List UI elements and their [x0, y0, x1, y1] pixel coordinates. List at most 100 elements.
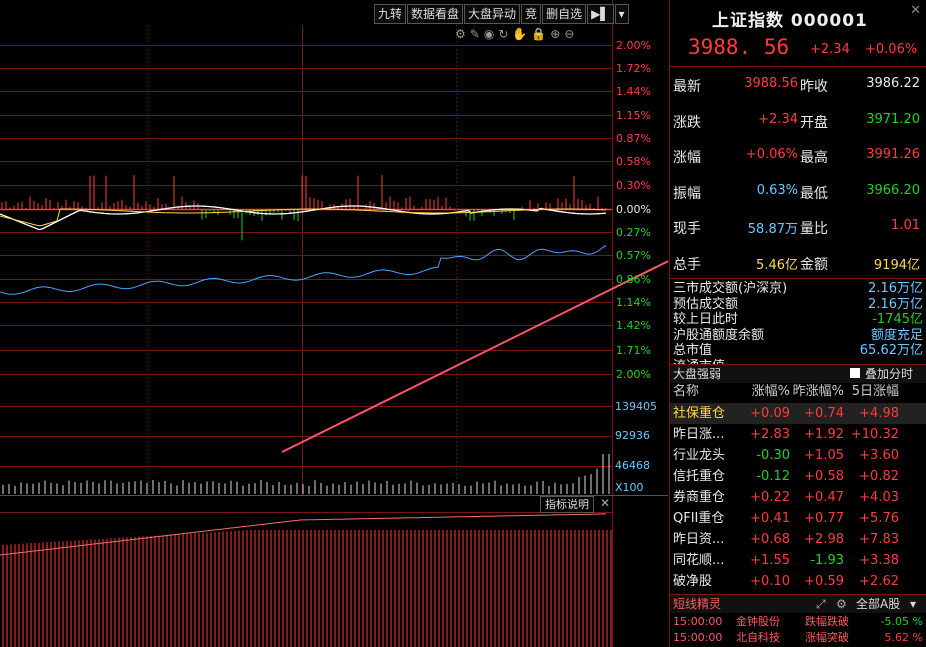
quote-label: 振幅 [673, 185, 701, 202]
expand-icon[interactable]: ⤢ [816, 597, 826, 611]
play-icon[interactable]: ▶▌ [587, 4, 614, 24]
settings-icon[interactable]: ⚙ [455, 27, 466, 41]
table-row[interactable]: 破净股 +0.10 +0.59 +2.62 [670, 571, 926, 592]
close-icon[interactable]: ✕ [600, 496, 611, 510]
col-name[interactable]: 名称 [673, 384, 700, 399]
data-view-button[interactable]: 数据看盘 [407, 4, 464, 24]
sector-prev-change: +0.74 [804, 406, 844, 421]
lock-icon[interactable]: 🔒 [531, 27, 547, 41]
news-stock: 金钟股份 [736, 615, 780, 628]
chart-canvas [0, 0, 668, 647]
quote-label: 金额 [800, 256, 828, 273]
annotation-arrow-line [281, 260, 668, 453]
close-icon[interactable]: ✕ [910, 3, 921, 18]
chart-toolbar: 九转 数据看盘 大盘异动 竞 删自选 ▶▌ ▾ [374, 4, 629, 24]
sector-5day-change: +3.60 [859, 448, 899, 463]
jiuzhuan-button[interactable]: 九转 [374, 4, 407, 24]
table-row[interactable]: 券商重仓 +0.22 +0.47 +4.03 [670, 487, 926, 508]
quote-label: 涨幅 [673, 150, 701, 166]
volume-label-mid: 92936 [615, 429, 650, 442]
percent-axis-label: 0.58% [616, 155, 651, 168]
percent-axis-label: 0.00% [616, 203, 651, 216]
news-item[interactable]: 15:00:00 金钟股份 跌幅跌破 -5.05 % [670, 614, 926, 630]
bidding-button[interactable]: 竞 [521, 4, 542, 24]
quote-value: +0.06% [745, 147, 798, 162]
quote-label: 现手 [673, 221, 701, 237]
market-strength-header: 大盘强弱 叠加分时 [670, 364, 926, 383]
price-change-pct: +0.06% [865, 42, 918, 57]
overlay-checkbox[interactable] [850, 368, 860, 378]
sector-5day-change: +2.62 [859, 574, 899, 589]
table-row[interactable]: 行业龙头 -0.30 +1.05 +3.60 [670, 445, 926, 466]
percent-axis-label: 1.44% [616, 85, 651, 98]
hand-icon[interactable]: ✋ [512, 27, 528, 41]
news-time: 15:00:00 [673, 631, 723, 644]
indicator-description-button[interactable]: 指标说明 [540, 496, 594, 513]
sector-change: +0.68 [750, 532, 790, 547]
sector-prev-change: +0.59 [804, 574, 844, 589]
market-row: 较上日此时 -1745亿 [673, 312, 923, 328]
percent-axis-label: 0.57% [616, 249, 651, 262]
market-label: 预估成交额 [673, 296, 739, 312]
percent-axis-label: 1.72% [616, 62, 651, 75]
market-anomaly-button[interactable]: 大盘异动 [464, 4, 521, 24]
quote-value: 3966.20 [866, 182, 920, 198]
price-line [0, 205, 607, 231]
chevron-down-icon[interactable]: ▾ [910, 597, 917, 611]
sector-prev-change: +1.92 [804, 427, 844, 442]
news-item[interactable]: 15:00:00 北自科技 涨幅突破 5.62 % [670, 630, 926, 646]
sector-prev-change: +0.77 [804, 511, 844, 526]
sector-change: +0.10 [750, 574, 790, 589]
news-event: 跌幅跌破 [805, 615, 849, 628]
gear-icon[interactable]: ⚙ [836, 597, 847, 611]
section-title: 大盘强弱 [673, 367, 722, 381]
sector-5day-change: +0.82 [859, 469, 899, 484]
chart-tool-icons: ⚙ ✎ ◉ ↻ ✋ 🔒 ⊕ ⊖ [455, 27, 574, 41]
average-price-line [0, 208, 607, 227]
table-row[interactable]: 昨日资... +0.68 +2.98 +7.83 [670, 529, 926, 550]
market-row: 总市值 65.62万亿 [673, 343, 923, 359]
sector-name: 信托重仓 [673, 469, 726, 484]
quote-value: 58.87万 [747, 222, 798, 237]
zoom-out-icon[interactable]: ⊖ [564, 27, 575, 41]
refresh-icon[interactable]: ↻ [498, 27, 509, 41]
percent-axis-label: 2.00% [616, 39, 651, 52]
indicator-line [0, 513, 606, 556]
percent-axis-label: 0.30% [616, 179, 651, 192]
col-5day-change[interactable]: 5日涨幅 [851, 384, 899, 399]
table-row[interactable]: 同花顺... +1.55 -1.93 +3.38 [670, 550, 926, 571]
quote-label: 最新 [673, 79, 701, 95]
remove-watchlist-button[interactable]: 删自选 [542, 4, 587, 24]
quote-value: 1.01 [891, 218, 920, 233]
percent-axis-label: 2.00% [616, 368, 651, 381]
zoom-in-icon[interactable]: ⊕ [550, 27, 561, 41]
table-row[interactable]: 昨日涨... +2.83 +1.92 +10.32 [670, 424, 926, 445]
percent-axis-label: 0.27% [616, 226, 651, 239]
volume-unit: X100 [615, 481, 644, 494]
col-change[interactable]: 涨幅% [751, 384, 790, 399]
col-prev-change[interactable]: 昨涨幅% [792, 384, 844, 399]
quote-row: 涨跌 +2.34 开盘 3971.20 [670, 104, 926, 138]
market-select[interactable]: 全部A股 [856, 597, 901, 611]
quote-row: 现手 58.87万 量比 1.01 [670, 210, 926, 244]
pen-icon[interactable]: ✎ [469, 27, 480, 41]
eye-icon[interactable]: ◉ [483, 27, 495, 41]
quote-label: 总手 [673, 256, 701, 273]
intraday-chart[interactable]: 九转 数据看盘 大盘异动 竞 删自选 ▶▌ ▾ ⚙ ✎ ◉ ↻ ✋ 🔒 ⊕ ⊖ … [0, 0, 668, 647]
table-row[interactable]: QFII重仓 +0.41 +0.77 +5.76 [670, 508, 926, 529]
table-row[interactable]: 社保重仓 +0.09 +0.74 +4.98 [670, 403, 926, 424]
chevron-down-icon[interactable]: ▾ [614, 4, 629, 24]
sector-name: 社保重仓 [673, 406, 726, 421]
market-label: 三市成交额(沪深京) [673, 281, 788, 296]
sector-change: +1.55 [750, 553, 790, 568]
market-value: 65.62万亿 [859, 343, 923, 358]
quote-label: 涨跌 [673, 114, 701, 131]
quote-value: 3971.20 [866, 111, 920, 127]
sector-prev-change: -1.93 [810, 553, 844, 568]
sector-name: QFII重仓 [673, 511, 725, 526]
percent-axis-label: 1.42% [616, 319, 651, 332]
table-row[interactable]: 信托重仓 -0.12 +0.58 +0.82 [670, 466, 926, 487]
percent-axis-label: 1.15% [616, 109, 651, 122]
quote-value: 9194亿 [873, 257, 920, 273]
sector-name: 行业龙头 [673, 448, 726, 463]
